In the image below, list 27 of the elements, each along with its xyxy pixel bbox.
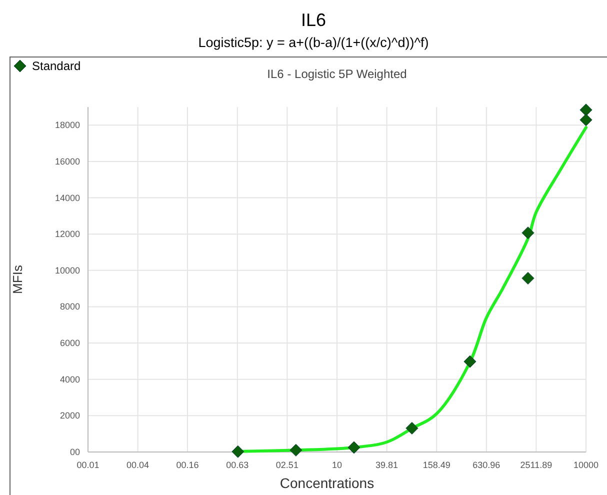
x-tick-label: 00.04 <box>126 460 150 470</box>
legend-label: Standard <box>32 59 81 73</box>
y-tick-label: 6000 <box>60 338 80 348</box>
x-tick-label: 630.96 <box>472 460 500 470</box>
y-tick-label: 12000 <box>54 229 80 240</box>
y-tick-label: 14000 <box>54 192 80 203</box>
x-tick-label: 158.49 <box>422 460 450 470</box>
y-axis-title: MFIs <box>10 264 25 294</box>
x-tick-label: 00.63 <box>226 460 249 470</box>
chart-title: IL6 <box>300 10 326 30</box>
y-tick-label: 10000 <box>54 265 80 276</box>
x-tick-label: 10 <box>332 460 342 470</box>
x-tick-label: 10000 <box>573 460 599 470</box>
x-tick-label: 39.81 <box>376 460 398 470</box>
y-tick-label: 16000 <box>54 156 80 166</box>
y-tick-label: 8000 <box>60 302 80 312</box>
y-tick-label: 4000 <box>60 374 80 384</box>
x-tick-label: 00.16 <box>176 460 199 470</box>
x-axis-title: Concentrations <box>280 475 374 491</box>
y-tick-label: 00 <box>70 447 80 457</box>
x-tick-label: 00.01 <box>76 460 100 470</box>
y-tick-label: 18000 <box>54 120 80 130</box>
chart-subtitle: Logistic5p: y = a+((b-a)/(1+((x/c)^d))^f) <box>198 35 429 50</box>
text: IL6 - Logistic 5P Weighted <box>267 67 407 81</box>
y-tick-label: 2000 <box>60 410 80 421</box>
x-tick-label: 2511.89 <box>520 460 552 470</box>
x-tick-label: 02.51 <box>276 460 298 470</box>
